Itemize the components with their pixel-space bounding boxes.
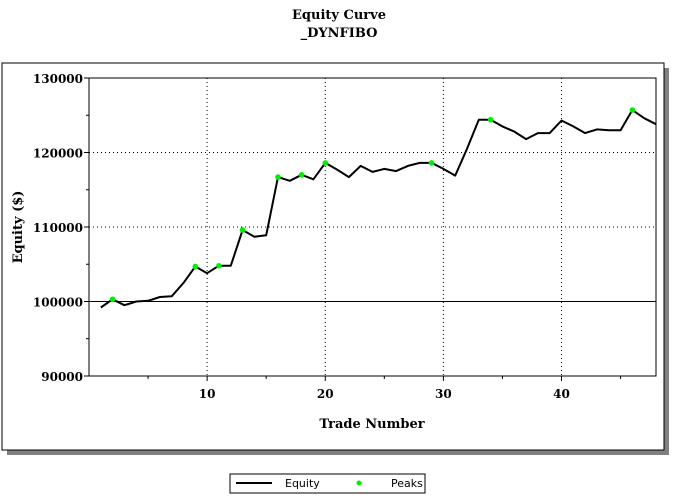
y-axis-label: Equity ($) <box>11 191 26 264</box>
chart-title: Equity Curve <box>292 8 386 23</box>
x-axis-label: Trade Number <box>319 417 424 432</box>
y-tick-label: 100000 <box>33 296 83 310</box>
legend-box <box>229 473 426 494</box>
peak-point <box>298 172 305 178</box>
chart-subtitle: _DYNFIBO <box>300 26 378 41</box>
peak-point <box>239 227 246 233</box>
peak-point <box>629 107 636 113</box>
legend-equity-label: Equity <box>285 477 320 490</box>
legend-peaks-label: Peaks <box>391 477 423 490</box>
peak-point <box>487 116 494 123</box>
y-tick-label: 120000 <box>33 147 83 161</box>
y-tick-label: 90000 <box>41 370 83 384</box>
peak-point <box>428 160 435 166</box>
peak-point <box>322 160 329 166</box>
x-tick-label: 30 <box>435 387 452 401</box>
peak-point <box>275 174 281 180</box>
peaks-layer <box>109 107 636 303</box>
ticks-layer: 10 20 30 40 90000 100000 110000 120000 130000 <box>33 72 622 401</box>
x-tick-label: 10 <box>199 387 216 401</box>
equity-line <box>100 109 657 309</box>
y-tick-label: 130000 <box>33 72 83 86</box>
peak-point <box>109 296 116 303</box>
x-tick-label: 40 <box>553 387 570 401</box>
x-tick-label: 20 <box>317 387 334 401</box>
legend-peaks-swatch <box>356 480 362 486</box>
equity-line-layer <box>100 109 657 309</box>
legend: Equity Peaks <box>229 473 426 494</box>
peak-point <box>216 262 222 269</box>
peak-point <box>192 263 199 270</box>
y-tick-label: 110000 <box>33 221 83 235</box>
